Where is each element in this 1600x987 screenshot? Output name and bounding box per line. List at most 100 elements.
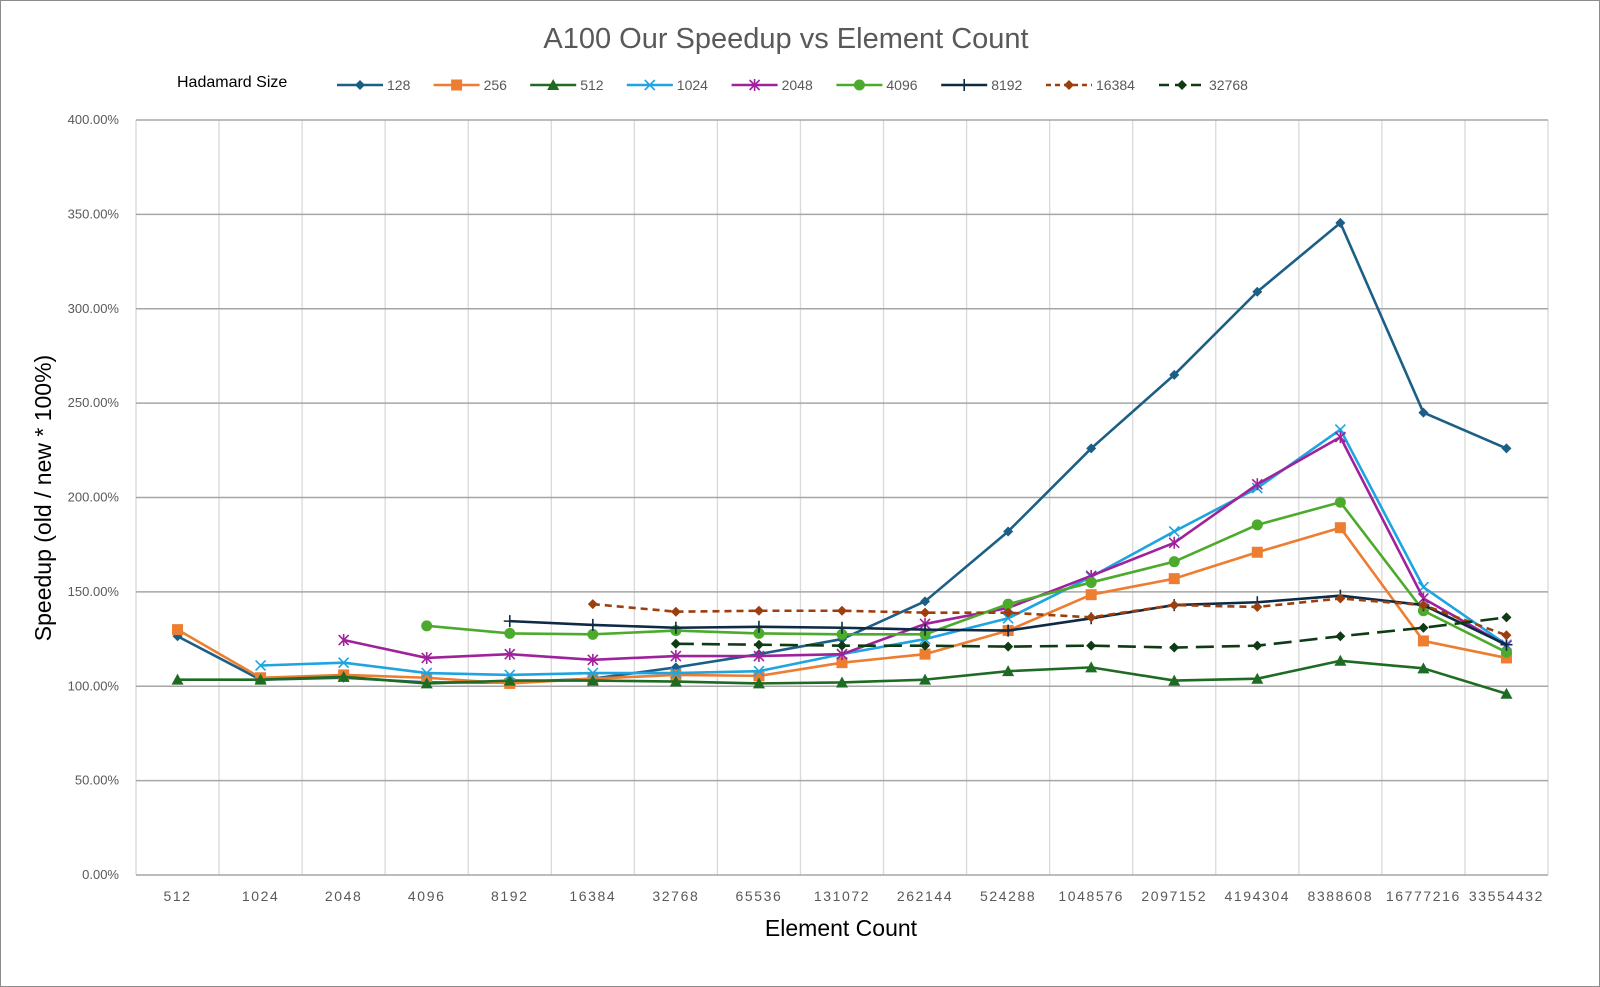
diamond-marker — [587, 599, 598, 610]
x-marker — [504, 669, 516, 681]
x-tick-label: 131072 — [814, 888, 870, 904]
circle-marker — [853, 79, 865, 91]
diamond-marker — [1003, 526, 1014, 537]
triangle-marker — [171, 673, 184, 685]
chart-title: A100 Our Speedup vs Element Count — [543, 23, 1028, 55]
diamond-marker — [1501, 612, 1512, 623]
plus-marker — [503, 615, 516, 628]
square-marker — [1500, 652, 1512, 664]
triangle-marker — [547, 79, 560, 90]
asterisk-marker — [587, 653, 599, 666]
asterisk-marker — [1251, 478, 1263, 491]
diamond-marker — [1177, 80, 1187, 90]
diamond-marker — [1252, 286, 1263, 297]
diamond-marker — [1335, 631, 1346, 642]
circle-marker — [836, 628, 848, 640]
triangle-marker — [420, 677, 433, 689]
x-marker — [644, 79, 656, 91]
diamond-marker — [1086, 640, 1097, 651]
legend-item-1024: 1024 — [626, 77, 708, 93]
series-line — [260, 428, 1508, 677]
x-tick-label: 16777216 — [1386, 888, 1461, 904]
diamond-marker — [670, 638, 681, 649]
asterisk-marker — [504, 648, 516, 661]
asterisk-marker — [1334, 431, 1346, 444]
diamond-marker — [1418, 600, 1429, 611]
legend-label: 512 — [580, 77, 604, 93]
x-tick-label: 32768 — [652, 888, 699, 904]
series-256 — [172, 522, 1512, 689]
diamond-marker — [920, 640, 931, 651]
x-tick-label: 33554432 — [1469, 888, 1544, 904]
legend-label: 2048 — [782, 77, 813, 93]
series-line — [426, 500, 1508, 654]
y-tick-labels: 0.00% 50.00% 100.00% 150.00% 200.00% 250.00% 3… — [68, 112, 120, 882]
series-512 — [171, 654, 1513, 699]
triangle-marker — [1334, 654, 1347, 666]
diamond-marker — [355, 80, 365, 90]
triangle-marker — [1500, 687, 1513, 699]
diamond-marker — [1169, 600, 1180, 611]
triangle-marker — [836, 676, 848, 688]
x-tick-label: 4194304 — [1224, 888, 1290, 904]
diamond-marker — [1003, 641, 1014, 652]
square-marker — [451, 79, 463, 91]
diamond-marker — [837, 640, 847, 651]
diamond-marker — [1169, 369, 1180, 380]
diamond-marker — [1169, 642, 1180, 653]
diamond-marker — [1252, 640, 1263, 651]
circle-marker — [1085, 576, 1097, 588]
legend: 128 256 512 1024 2048 4096 8192 16384 32768 — [337, 77, 1248, 93]
square-marker — [919, 648, 931, 660]
diamond-marker — [920, 596, 931, 607]
series-16384 — [587, 593, 1512, 641]
y-tick-label: 150.00% — [68, 584, 120, 599]
legend-item-16384: 16384 — [1046, 77, 1135, 93]
legend-item-256: 256 — [433, 77, 507, 93]
legend-label: 4096 — [886, 77, 917, 93]
diamond-marker — [1252, 601, 1263, 612]
asterisk-marker — [749, 79, 761, 91]
diamond-marker — [1003, 607, 1014, 618]
triangle-marker — [503, 674, 516, 686]
y-tick-label: 300.00% — [68, 301, 120, 316]
diamond-marker — [1335, 593, 1346, 604]
square-marker — [172, 624, 184, 636]
plus-marker — [836, 621, 848, 634]
legend-item-32768: 32768 — [1159, 77, 1248, 93]
y-tick-label: 100.00% — [68, 678, 120, 693]
square-marker — [1251, 546, 1263, 558]
series-4096 — [421, 496, 1512, 658]
x-tick-label: 2097152 — [1141, 888, 1207, 904]
diamond-marker — [1501, 630, 1512, 641]
circle-marker — [1500, 646, 1512, 658]
x-tick-labels: 512 1024 2048 4096 8192 16384 32768 65536 131072… — [163, 888, 1544, 904]
x-tick-label: 4096 — [408, 888, 446, 904]
x-marker — [338, 657, 350, 669]
y-tick-label: 350.00% — [68, 206, 120, 221]
x-tick-label: 262144 — [897, 888, 953, 904]
diamond-marker — [1418, 622, 1429, 633]
x-marker — [753, 665, 765, 677]
circle-marker — [421, 620, 433, 632]
diamond-marker — [1418, 407, 1429, 418]
triangle-marker — [1002, 665, 1015, 677]
triangle-marker — [337, 670, 350, 682]
diamond-marker — [920, 607, 931, 618]
triangle-marker — [752, 677, 765, 689]
x-tick-label: 65536 — [735, 888, 782, 904]
x-marker — [1002, 612, 1014, 624]
square-marker — [836, 657, 848, 669]
x-tick-label: 1048576 — [1058, 888, 1124, 904]
y-axis-title: Speedup (old / new * 100%) — [30, 355, 56, 641]
legend-item-128: 128 — [337, 77, 411, 93]
series-lines — [171, 217, 1513, 699]
x-tick-label: 524288 — [980, 888, 1036, 904]
x-tick-label: 16384 — [569, 888, 616, 904]
diamond-marker — [1335, 217, 1346, 228]
legend-label: 32768 — [1209, 77, 1248, 93]
plus-marker — [958, 79, 971, 91]
square-marker — [1417, 635, 1429, 647]
